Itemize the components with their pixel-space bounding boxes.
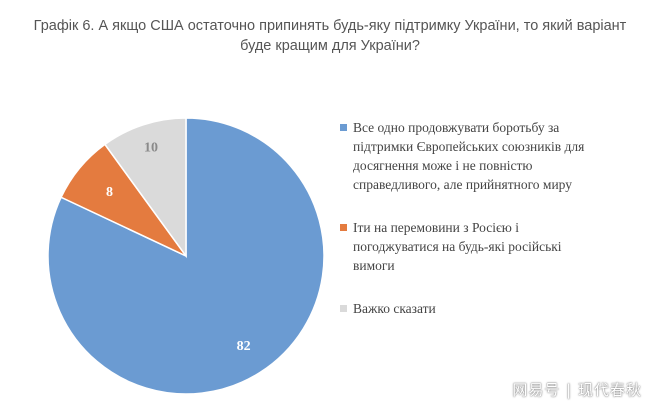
legend-line: погоджуватися на будь-які російські bbox=[353, 239, 562, 254]
pie-slice-hard-to-say bbox=[103, 117, 187, 259]
legend-line: досягнення може і не повністю bbox=[353, 158, 533, 173]
chart-title: Графік 6. А якщо США остаточно припинять… bbox=[20, 16, 640, 56]
legend-line: Важко сказати bbox=[353, 301, 436, 316]
legend-label-negotiate: Іти на перемовини з Росією і погоджувати… bbox=[353, 218, 562, 275]
pie-label-hard-to-say: 10 bbox=[144, 141, 158, 156]
legend-swatch-hard-to-say bbox=[340, 305, 347, 312]
legend-item-negotiate: Іти на перемовини з Росією і погоджувати… bbox=[340, 218, 640, 275]
legend-line: справедливого, але прийнятного миру bbox=[353, 177, 572, 192]
legend-line: підтримки Європейських союзників для bbox=[353, 139, 585, 154]
legend-line: вимоги bbox=[353, 258, 395, 273]
legend-line: Іти на перемовини з Росією і bbox=[353, 220, 519, 235]
legend-swatch-negotiate bbox=[340, 224, 347, 231]
chart-title-line-2: буде кращим для України? bbox=[240, 38, 420, 54]
legend-label-hard-to-say: Важко сказати bbox=[353, 299, 436, 318]
legend-item-continue-fight: Все одно продовжувати боротьбу за підтри… bbox=[340, 118, 640, 194]
legend-swatch-continue-fight bbox=[340, 124, 347, 131]
chart-title-line-1: Графік 6. А якщо США остаточно припинять… bbox=[33, 18, 627, 34]
watermark: 网易号 | 现代春秋 bbox=[512, 381, 642, 399]
legend-item-hard-to-say: Важко сказати bbox=[340, 299, 640, 318]
pie-label-negotiate: 8 bbox=[106, 185, 113, 200]
pie-label-continue-fight: 82 bbox=[237, 339, 251, 354]
legend-line: Все одно продовжувати боротьбу за bbox=[353, 120, 560, 135]
legend-label-continue-fight: Все одно продовжувати боротьбу за підтри… bbox=[353, 118, 584, 194]
legend: Все одно продовжувати боротьбу за підтри… bbox=[340, 118, 640, 342]
pie-slice-continue-fight bbox=[47, 117, 325, 395]
